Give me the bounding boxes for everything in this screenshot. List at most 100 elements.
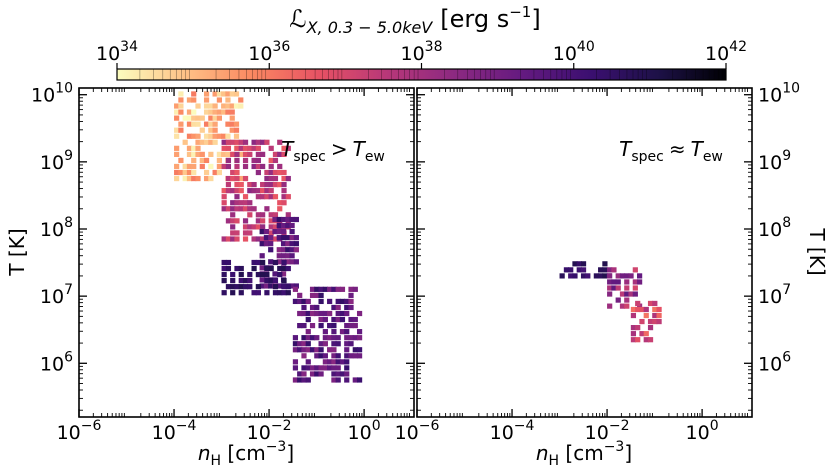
heatmap-cell	[255, 290, 261, 296]
heatmap-cell	[233, 133, 240, 139]
axes-frame-right	[416, 87, 753, 418]
heatmap-cell	[348, 341, 354, 347]
heatmap-cell	[178, 121, 184, 127]
heatmap-cell	[230, 169, 236, 176]
heatmap-cell	[611, 285, 617, 291]
heatmap-cell	[268, 278, 274, 284]
heatmap-cell	[656, 318, 662, 325]
heatmap-cell	[289, 259, 295, 265]
heatmap-cell	[301, 310, 307, 317]
heatmap-cell	[272, 229, 278, 235]
heatmap-cell	[292, 359, 299, 365]
heatmap-cell	[268, 194, 274, 200]
heatmap-cell	[602, 273, 608, 279]
heatmap-cell	[348, 286, 354, 292]
heatmap-cell	[285, 216, 291, 223]
heatmap-cell	[268, 157, 274, 164]
heatmap-cell	[305, 365, 311, 371]
heatmap-cell	[247, 145, 253, 151]
heatmap-cell	[186, 109, 193, 115]
heatmap-cell	[277, 182, 283, 188]
heatmap-cell	[268, 283, 274, 289]
heatmap-cell	[630, 325, 637, 331]
heatmap-cell	[251, 224, 257, 230]
heatmap-cell	[191, 157, 197, 164]
heatmap-cell	[195, 115, 201, 121]
heatmap-cell	[356, 329, 363, 335]
heatmap-cell	[230, 224, 236, 230]
heatmap-cell	[285, 145, 291, 151]
heatmap-cell	[607, 273, 613, 279]
heatmap-cell	[208, 139, 214, 145]
heatmap-cell	[331, 359, 337, 365]
heatmap-cell	[335, 304, 341, 311]
heatmap-cell	[259, 265, 265, 271]
heatmap-cell	[203, 121, 210, 127]
heatmap-cell	[339, 371, 346, 377]
heatmap-cell	[208, 121, 214, 127]
colorbar-title: ℒX, 0.3 − 5.0keV [erg s−1]	[289, 3, 540, 37]
heatmap-cell	[301, 377, 307, 383]
heatmap-cell	[276, 253, 282, 259]
heatmap-cell	[208, 151, 214, 157]
heatmap-cell	[576, 267, 582, 273]
heatmap-cell	[348, 335, 354, 341]
heatmap-cell	[344, 359, 350, 365]
heatmap-cell	[314, 365, 320, 371]
heatmap-cell	[335, 341, 341, 347]
heatmap-cell	[292, 286, 299, 292]
heatmap-cell	[289, 229, 295, 235]
y-tick-label: 108	[758, 215, 791, 241]
heatmap-cell	[238, 278, 244, 284]
heatmap-cell	[221, 236, 227, 242]
heatmap-cell	[305, 341, 311, 347]
heatmap-cell	[314, 292, 320, 298]
heatmap-cell	[251, 236, 257, 242]
heatmap-cell	[643, 337, 649, 343]
heatmap-cell	[255, 194, 261, 200]
heatmap-cell	[186, 151, 193, 157]
x-tick-label: 100	[686, 418, 719, 444]
heatmap-cell	[216, 109, 222, 115]
heatmap-cell	[264, 182, 270, 188]
heatmap-cell	[293, 235, 299, 241]
heatmap-cell	[234, 163, 240, 170]
heatmap-cell	[327, 347, 333, 353]
heatmap-cell	[568, 273, 574, 279]
heatmap-cell	[305, 347, 311, 353]
heatmap-cell	[344, 298, 350, 305]
heatmap-cell	[234, 265, 240, 272]
heatmap-cell	[335, 359, 341, 365]
heatmap-cell	[352, 347, 358, 353]
heatmap-cell	[335, 298, 341, 305]
heatmap-cell	[272, 157, 279, 164]
heatmap-cell	[276, 222, 282, 229]
heatmap-cell	[301, 365, 307, 371]
heatmap-cell	[251, 145, 257, 151]
heatmap-cell	[225, 145, 232, 151]
heatmap-cell	[272, 278, 279, 284]
heatmap-cell	[335, 377, 341, 383]
heatmap-cell	[268, 218, 274, 224]
heatmap-cell	[242, 175, 249, 182]
heatmap-cell	[344, 377, 350, 383]
heatmap-cell	[352, 316, 358, 323]
heatmap-cell	[331, 329, 337, 335]
heatmap-cell	[225, 163, 232, 170]
heatmap-cell	[344, 341, 350, 347]
heatmap-cell	[272, 182, 279, 188]
heatmap-cell	[285, 265, 291, 272]
heatmap-cell	[234, 188, 240, 194]
heatmap-cell	[331, 323, 337, 329]
heatmap-cell	[225, 265, 232, 272]
heatmap-cell	[230, 271, 236, 278]
heatmap-cell	[230, 290, 236, 296]
heatmap-cell	[264, 290, 270, 296]
heatmap-cell	[344, 310, 350, 317]
heatmap-cell	[580, 267, 587, 273]
heatmap-cell	[242, 236, 249, 242]
heatmap-cell	[314, 353, 320, 359]
heatmap-cell	[186, 97, 193, 103]
heatmap-cell	[247, 188, 253, 194]
heatmap-cell	[221, 139, 227, 145]
